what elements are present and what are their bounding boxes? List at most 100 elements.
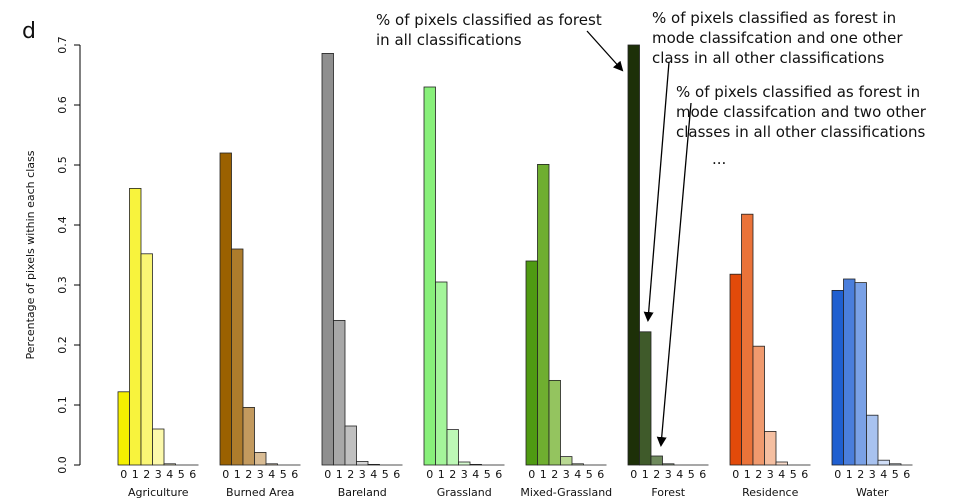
bar-water-1	[843, 278, 856, 466]
bin-label: 3	[869, 468, 876, 481]
annotation-all: % of pixels classified as forest in all …	[376, 11, 624, 72]
bar-forest-2	[650, 455, 663, 466]
bar-burned-area-3	[254, 451, 267, 466]
bin-label: 4	[880, 468, 887, 481]
bar-bareland-2	[344, 425, 357, 466]
annotation-two-arrow	[656, 102, 692, 447]
bin-label: 5	[892, 468, 899, 481]
bin-label: 6	[495, 468, 502, 481]
bin-label: 3	[767, 468, 774, 481]
category-label-burned-area: Burned Area	[226, 486, 294, 499]
bar-bareland-1	[333, 319, 346, 466]
bar-agriculture-2	[140, 253, 153, 466]
annotation-one-arrow	[643, 61, 670, 322]
annotation-one-line-2: mode classifcation and one other	[652, 29, 903, 47]
bin-label: 5	[484, 468, 491, 481]
bin-label: 1	[234, 468, 241, 481]
bin-label: 1	[336, 468, 343, 481]
bar-residence-0	[729, 273, 742, 466]
bin-label: 0	[324, 468, 331, 481]
bin-label: 1	[540, 468, 547, 481]
bar-grassland-0	[423, 86, 436, 466]
y-tick-label: 0.5	[56, 156, 69, 174]
bar-grassland-4	[469, 463, 482, 466]
y-tick-label: 0.7	[56, 36, 69, 54]
y-tick-label: 0.6	[56, 96, 69, 114]
annotation-two-line-3: classes in all other classifications	[676, 123, 926, 141]
bin-label: 0	[426, 468, 433, 481]
bar-mixed-grassland-1	[537, 163, 550, 466]
bar-forest-1	[639, 331, 652, 466]
annotation-two-line-2: mode classifcation and two other	[676, 103, 927, 121]
bar-mixed-grassland-3	[560, 456, 573, 466]
bin-label: 0	[732, 468, 739, 481]
y-axis-label: Percentage of pixels within each class	[24, 150, 37, 359]
bin-label: 4	[268, 468, 275, 481]
bin-label: 5	[280, 468, 287, 481]
bin-label: 4	[166, 468, 173, 481]
bin-label: 0	[834, 468, 841, 481]
bin-label: 3	[461, 468, 468, 481]
y-tick-label: 0.4	[56, 216, 69, 234]
bar-burned-area-0	[219, 152, 232, 466]
category-label-agriculture: Agriculture	[128, 486, 189, 499]
bar-burned-area-1	[231, 248, 244, 466]
bar-mixed-grassland-2	[548, 379, 561, 466]
y-tick-label: 0.1	[56, 396, 69, 414]
y-tick-label: 0.0	[56, 456, 69, 474]
bar-agriculture-1	[129, 187, 142, 466]
bar-forest-0	[627, 44, 640, 466]
bar-grassland-1	[435, 281, 448, 466]
bar-grassland-3	[458, 461, 471, 466]
bin-label: 3	[155, 468, 162, 481]
bin-label: 4	[370, 468, 377, 481]
bin-label: 2	[143, 468, 150, 481]
bar-water-4	[877, 459, 890, 466]
bar-water-0	[831, 289, 844, 466]
bin-label: 5	[790, 468, 797, 481]
annotation-all-line-1: % of pixels classified as forest	[376, 11, 602, 29]
annotation-all-arrow	[586, 30, 624, 72]
bin-label: 2	[755, 468, 762, 481]
bar-agriculture-3	[152, 428, 165, 466]
bin-label: 5	[178, 468, 185, 481]
bin-label: 6	[903, 468, 910, 481]
annotation-all-line-2: in all classifications	[376, 31, 522, 49]
bar-burned-area-2	[242, 406, 255, 466]
annotation-two: % of pixels classified as forest in mode…	[656, 83, 927, 447]
annotation-one-line-1: % of pixels classified as forest in	[652, 9, 896, 27]
bin-label: 6	[699, 468, 706, 481]
bin-label: 4	[574, 468, 581, 481]
bin-label: 2	[551, 468, 558, 481]
bin-label: 4	[778, 468, 785, 481]
bin-label: 1	[846, 468, 853, 481]
annotation-one: % of pixels classified as forest in mode…	[643, 9, 907, 322]
category-label-grassland: Grassland	[437, 486, 492, 499]
bar-bareland-0	[321, 53, 334, 466]
annotation-one-text: % of pixels classified as forest in mode…	[652, 9, 907, 67]
annotation-two-line-1: % of pixels classified as forest in	[676, 83, 920, 101]
annotation-all-text: % of pixels classified as forest in all …	[376, 11, 606, 49]
bin-label: 0	[222, 468, 229, 481]
bar-mixed-grassland-0	[525, 260, 538, 466]
bin-label: 6	[189, 468, 196, 481]
bar-bareland-4	[367, 463, 380, 466]
bin-label: 0	[630, 468, 637, 481]
bin-label: 1	[642, 468, 649, 481]
category-label-water: Water	[856, 486, 889, 499]
bar-burned-area-4	[265, 463, 278, 466]
y-axis: 0.0 0.1 0.2 0.3 0.4 0.5 0.6 0.7 Percentage of p…	[24, 36, 81, 474]
bar-grassland-2	[446, 429, 459, 466]
bin-label: 2	[449, 468, 456, 481]
bar-bareland-3	[356, 460, 369, 466]
bar-agriculture-0	[117, 391, 130, 466]
annotation-more: ...	[712, 150, 726, 168]
bin-label: 3	[665, 468, 672, 481]
bar-mixed-grassland-4	[571, 463, 584, 466]
bin-label: 4	[472, 468, 479, 481]
bar-water-5	[889, 463, 902, 466]
bar-water-3	[866, 414, 879, 466]
bar-water-2	[854, 282, 867, 466]
bin-label: 4	[676, 468, 683, 481]
